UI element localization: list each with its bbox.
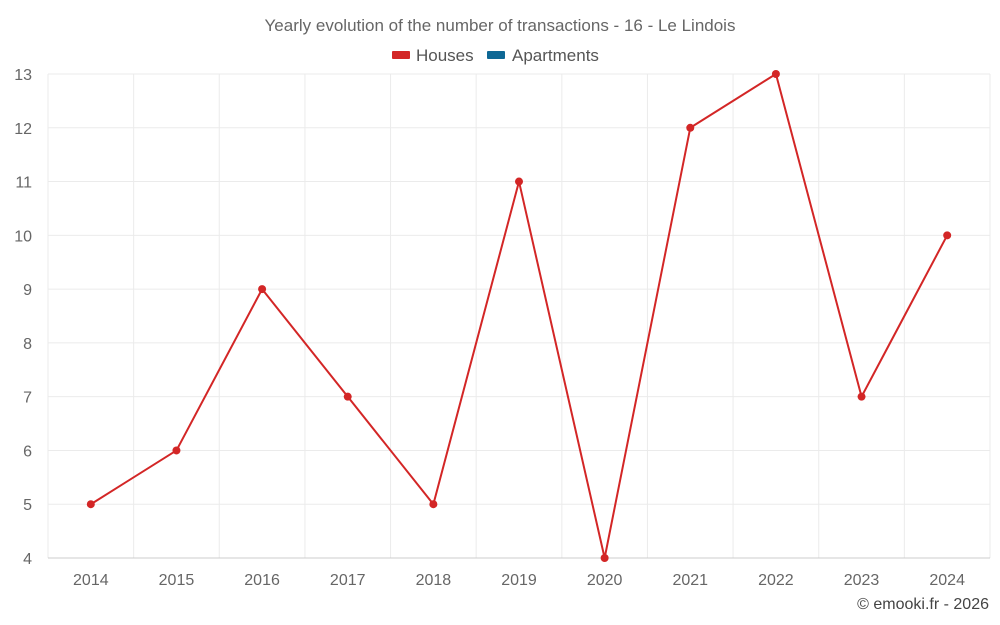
data-point-houses-2015[interactable]	[172, 446, 181, 455]
vertical-gridlines	[47, 74, 991, 558]
x-tick-label: 2021	[672, 572, 708, 589]
y-tick-label: 12	[14, 121, 32, 138]
data-point-houses-2022[interactable]	[771, 70, 780, 78]
y-tick-label: 4	[23, 551, 32, 568]
legend-label-apartments[interactable]: Apartments	[512, 46, 599, 65]
x-tick-label: 2014	[73, 572, 109, 589]
data-point-houses-2020[interactable]	[600, 554, 609, 562]
x-tick-label: 2018	[416, 572, 452, 589]
y-tick-label: 7	[23, 390, 32, 407]
x-tick-label: 2024	[929, 572, 965, 589]
data-point-houses-2017[interactable]	[343, 392, 352, 401]
horizontal-gridlines	[48, 73, 990, 505]
y-tick-label: 5	[23, 497, 32, 514]
data-point-houses-2016[interactable]	[258, 285, 267, 294]
legend[interactable]: Houses Apartments	[392, 46, 599, 65]
x-tick-label: 2022	[758, 572, 794, 589]
y-axis-tick-labels: 4 5 6 7 8 9 10 11 12 13	[14, 67, 32, 568]
y-tick-label: 11	[15, 175, 32, 192]
data-point-houses-2014[interactable]	[86, 500, 95, 509]
data-point-houses-2021[interactable]	[686, 123, 695, 132]
x-tick-label: 2023	[844, 572, 880, 589]
y-tick-label: 6	[23, 443, 32, 460]
data-point-houses-2019[interactable]	[515, 177, 523, 186]
y-tick-label: 8	[23, 336, 32, 353]
legend-swatch-houses[interactable]	[392, 51, 410, 59]
y-tick-label: 10	[14, 228, 32, 245]
chart-title: Yearly evolution of the number of transa…	[265, 16, 736, 35]
x-axis-tick-labels: 2014 2015 2016 2017 2018 2019 2020 2021 2022 2023…	[73, 572, 965, 589]
x-tick-label: 2017	[330, 572, 366, 589]
x-tick-label: 2019	[501, 572, 537, 589]
legend-swatch-apartments[interactable]	[487, 51, 505, 59]
data-point-houses-2024[interactable]	[943, 231, 952, 240]
y-tick-label: 9	[23, 282, 32, 299]
x-tick-label: 2015	[159, 572, 195, 589]
x-tick-label: 2016	[244, 572, 280, 589]
legend-label-houses[interactable]: Houses	[416, 46, 474, 65]
x-tick-label: 2020	[587, 572, 623, 589]
data-point-houses-2018[interactable]	[429, 500, 438, 509]
credit-text: © emooki.fr - 2026	[857, 596, 989, 613]
y-tick-label: 13	[14, 67, 32, 84]
data-point-houses-2023[interactable]	[857, 392, 866, 401]
series-houses	[86, 70, 952, 562]
